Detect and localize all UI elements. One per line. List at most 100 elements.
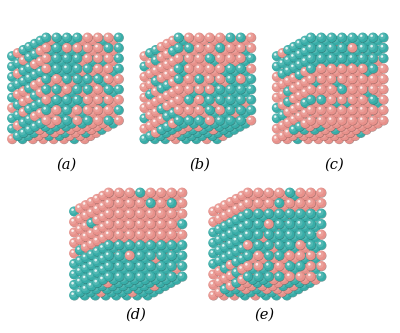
Circle shape (171, 135, 178, 141)
Circle shape (339, 124, 340, 125)
Circle shape (232, 202, 235, 205)
Circle shape (239, 252, 240, 253)
Circle shape (320, 74, 330, 83)
Circle shape (334, 44, 335, 45)
Circle shape (254, 198, 260, 205)
Circle shape (276, 210, 279, 213)
Circle shape (327, 64, 334, 71)
Circle shape (299, 94, 309, 103)
Circle shape (35, 73, 42, 80)
Circle shape (272, 207, 278, 214)
Circle shape (160, 65, 161, 66)
Circle shape (40, 108, 49, 117)
Circle shape (69, 96, 70, 97)
Circle shape (210, 61, 212, 62)
Circle shape (214, 108, 223, 117)
Circle shape (160, 75, 161, 77)
Circle shape (329, 45, 332, 48)
Circle shape (306, 251, 313, 258)
Circle shape (230, 63, 239, 73)
Circle shape (200, 88, 206, 95)
Circle shape (97, 105, 104, 111)
Circle shape (148, 203, 158, 213)
Circle shape (153, 116, 154, 117)
Circle shape (303, 267, 304, 268)
Circle shape (70, 207, 76, 214)
Circle shape (289, 197, 296, 204)
Circle shape (187, 90, 194, 97)
Circle shape (76, 101, 85, 110)
Circle shape (337, 57, 340, 60)
Circle shape (34, 110, 43, 120)
Circle shape (288, 225, 298, 234)
Circle shape (67, 92, 69, 94)
Circle shape (57, 96, 60, 98)
Circle shape (33, 124, 34, 125)
Circle shape (77, 46, 87, 56)
Circle shape (364, 65, 366, 67)
Circle shape (294, 211, 304, 221)
Circle shape (54, 76, 56, 79)
Circle shape (337, 53, 347, 63)
Circle shape (98, 254, 108, 263)
Circle shape (162, 118, 171, 128)
Circle shape (305, 257, 314, 266)
Circle shape (52, 116, 62, 126)
Circle shape (73, 124, 76, 126)
Circle shape (195, 116, 204, 126)
Circle shape (223, 213, 224, 214)
Circle shape (142, 53, 144, 56)
Circle shape (184, 137, 185, 138)
Circle shape (140, 114, 149, 123)
Circle shape (314, 114, 320, 121)
Circle shape (364, 54, 366, 57)
Circle shape (327, 64, 328, 65)
Circle shape (223, 69, 224, 70)
Circle shape (182, 97, 189, 104)
Circle shape (264, 198, 271, 205)
Circle shape (325, 56, 332, 62)
Circle shape (348, 58, 350, 59)
Circle shape (274, 215, 280, 222)
Circle shape (345, 52, 352, 58)
Circle shape (138, 204, 145, 210)
Circle shape (291, 44, 294, 47)
Circle shape (342, 98, 351, 108)
Circle shape (195, 82, 198, 85)
Circle shape (240, 228, 250, 238)
Circle shape (125, 223, 127, 226)
Circle shape (307, 68, 308, 69)
Circle shape (128, 253, 129, 254)
Circle shape (332, 46, 341, 56)
Circle shape (166, 69, 176, 79)
Circle shape (193, 46, 202, 55)
Circle shape (244, 80, 245, 81)
Circle shape (339, 114, 340, 115)
Circle shape (298, 131, 308, 141)
Circle shape (157, 198, 166, 208)
Circle shape (226, 99, 228, 102)
Circle shape (196, 97, 199, 99)
Circle shape (266, 217, 267, 218)
Circle shape (195, 74, 202, 81)
Circle shape (94, 217, 97, 219)
Circle shape (292, 214, 294, 216)
Circle shape (40, 56, 49, 65)
Circle shape (260, 210, 262, 211)
Circle shape (173, 122, 182, 131)
Circle shape (313, 277, 315, 279)
Circle shape (115, 276, 116, 277)
Circle shape (16, 123, 17, 124)
Circle shape (364, 58, 367, 61)
Circle shape (204, 101, 213, 111)
Circle shape (217, 118, 220, 120)
Circle shape (125, 230, 132, 237)
Circle shape (133, 274, 143, 283)
Circle shape (146, 49, 152, 55)
Circle shape (189, 77, 198, 87)
Circle shape (348, 124, 351, 126)
Circle shape (281, 123, 282, 124)
Circle shape (311, 36, 318, 43)
Circle shape (170, 117, 171, 118)
Circle shape (121, 203, 124, 206)
